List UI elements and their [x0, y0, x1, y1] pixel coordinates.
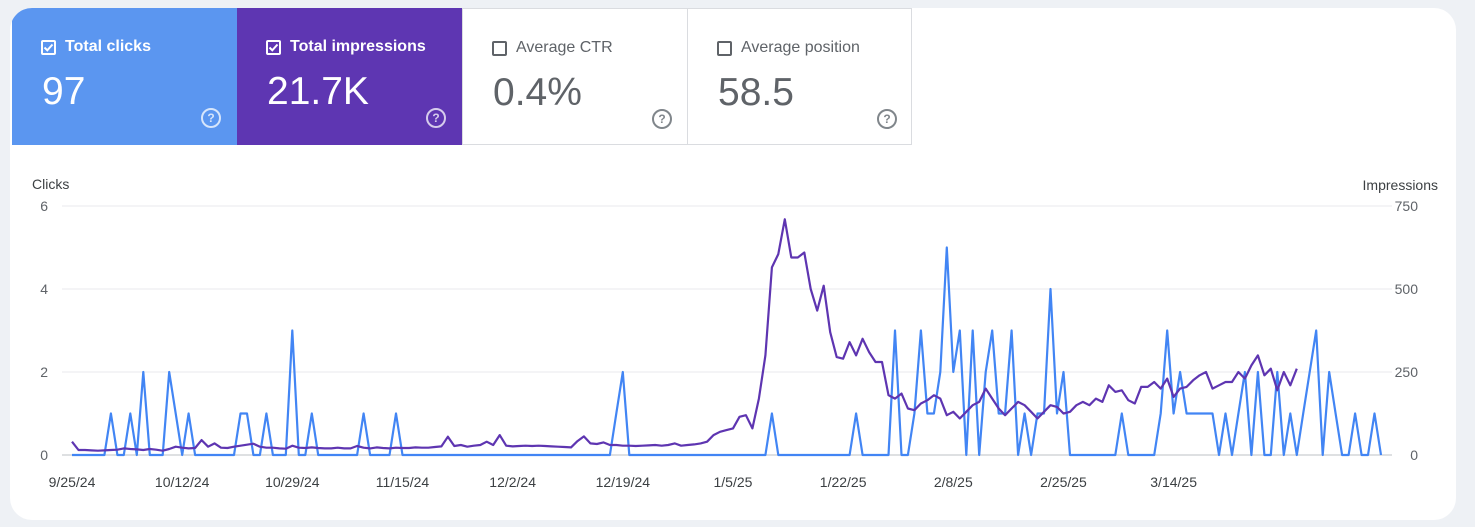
x-tick-label: 3/14/25 [1150, 474, 1197, 490]
right-tick-label: 750 [1395, 198, 1419, 214]
checkbox-checked-icon[interactable] [41, 40, 56, 55]
checkbox-unchecked-icon[interactable] [492, 41, 507, 56]
left-axis-title: Clicks [32, 176, 69, 192]
impressions-series-line [71, 218, 1298, 452]
average-ctr-label: Average CTR [516, 39, 613, 56]
total-impressions-value: 21.7K [267, 70, 369, 113]
x-tick-label: 1/22/25 [820, 474, 867, 490]
x-tick-label: 2/25/25 [1040, 474, 1087, 490]
help-icon[interactable]: ? [652, 109, 672, 129]
left-axis-ticks: 0 2 4 6 [40, 198, 48, 463]
right-axis-ticks: 0 250 500 750 [1395, 198, 1419, 463]
total-impressions-tile[interactable]: Total impressions 21.7K ? [237, 8, 462, 145]
average-position-label: Average position [741, 39, 860, 56]
x-tick-label: 10/12/24 [155, 474, 210, 490]
left-tick-label: 4 [40, 281, 48, 297]
metric-tiles: Total clicks 97 ? Total impressions 21.7… [12, 8, 912, 145]
total-clicks-value: 97 [42, 70, 86, 113]
right-tick-label: 250 [1395, 364, 1419, 380]
left-tick-label: 6 [40, 198, 48, 214]
x-tick-label: 1/5/25 [714, 474, 753, 490]
x-tick-label: 11/15/24 [376, 474, 430, 490]
average-ctr-tile[interactable]: Average CTR 0.4% ? [462, 8, 687, 145]
right-axis-title: Impressions [1363, 177, 1438, 193]
help-icon[interactable]: ? [201, 108, 221, 128]
left-tick-label: 0 [40, 447, 48, 463]
average-position-value: 58.5 [718, 71, 794, 114]
right-tick-label: 0 [1410, 447, 1418, 463]
checkbox-checked-icon[interactable] [266, 40, 281, 55]
total-clicks-tile[interactable]: Total clicks 97 ? [12, 8, 237, 145]
left-tick-label: 2 [40, 364, 48, 380]
average-ctr-value: 0.4% [493, 71, 582, 114]
checkbox-unchecked-icon[interactable] [717, 41, 732, 56]
gridlines [62, 205, 1392, 456]
clicks-series-line [72, 246, 1383, 457]
total-impressions-label: Total impressions [290, 38, 426, 55]
x-tick-label: 2/8/25 [934, 474, 973, 490]
average-position-tile[interactable]: Average position 58.5 ? [687, 8, 912, 145]
series-lines [71, 218, 1383, 457]
performance-chart: Clicks Impressions 0 2 4 6 0 250 500 750 9/25/… [32, 176, 1438, 490]
help-icon[interactable]: ? [426, 108, 446, 128]
help-icon[interactable]: ? [877, 109, 897, 129]
performance-card: Total clicks 97 ? Total impressions 21.7… [10, 8, 1456, 520]
total-clicks-label: Total clicks [65, 38, 151, 55]
x-tick-label: 12/2/24 [489, 474, 536, 490]
right-tick-label: 500 [1395, 281, 1419, 297]
x-axis-ticks: 9/25/24 10/12/24 10/29/24 11/15/24 12/2/24 12… [49, 474, 1198, 490]
x-tick-label: 10/29/24 [265, 474, 320, 490]
x-tick-label: 9/25/24 [49, 474, 96, 490]
x-tick-label: 12/19/24 [596, 474, 651, 490]
